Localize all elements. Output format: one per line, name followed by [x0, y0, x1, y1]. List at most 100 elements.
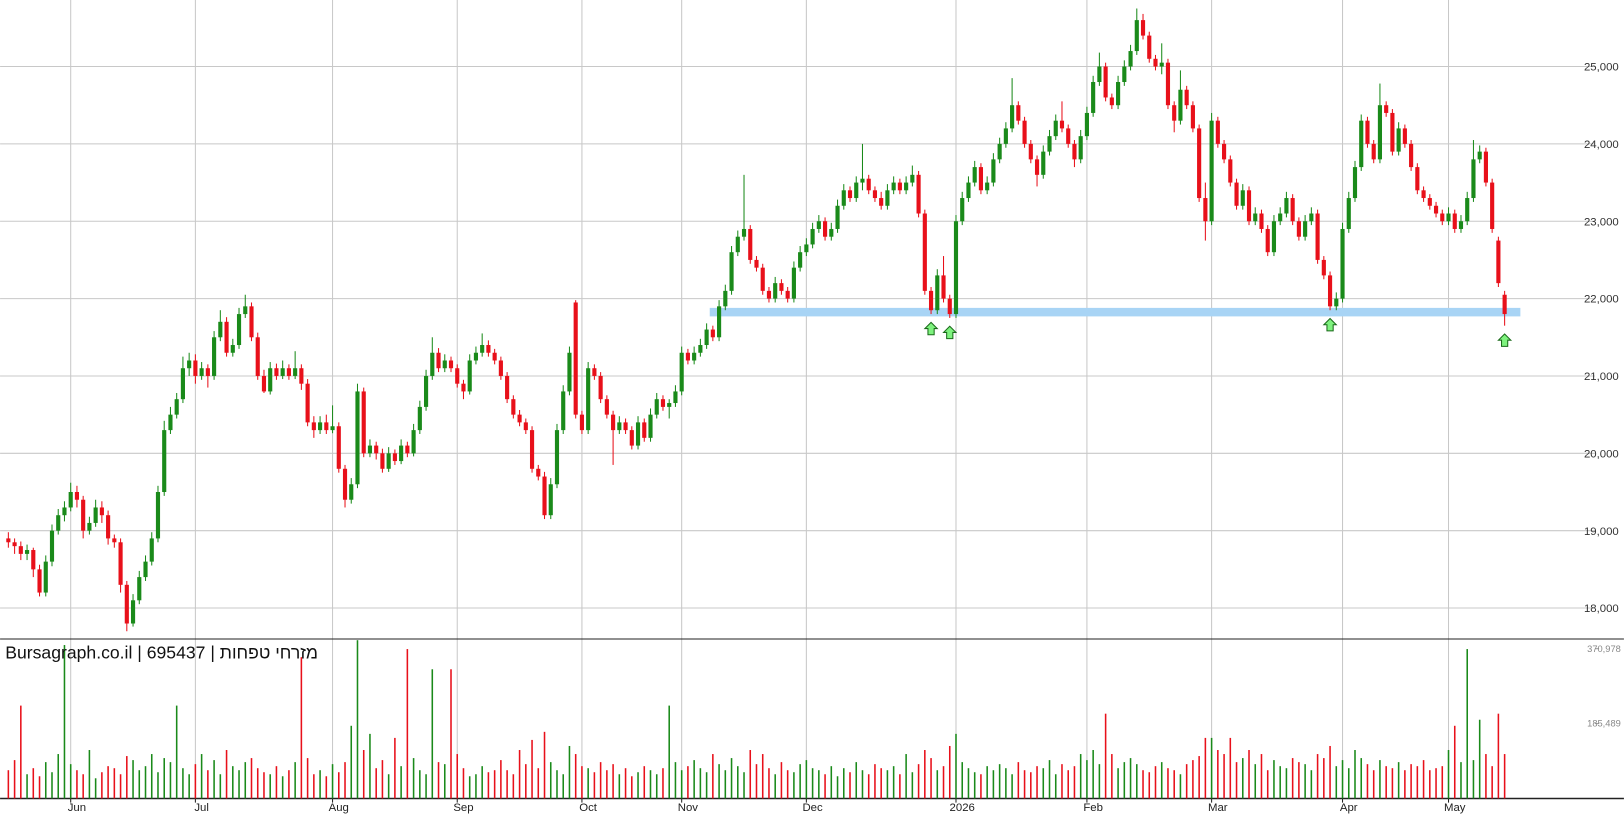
volume-bar	[1466, 649, 1468, 799]
y-tick-label: 18,000	[1584, 603, 1619, 615]
volume-bar	[512, 774, 515, 799]
volume-bar	[1366, 764, 1369, 799]
candle-body	[698, 345, 703, 353]
volume-bar	[200, 754, 203, 799]
volume-bar	[456, 754, 459, 799]
candle-body	[473, 352, 479, 361]
volume-bar	[375, 768, 377, 799]
candle-body	[548, 484, 553, 516]
candle-body	[1078, 136, 1083, 160]
x-tick-label: Apr	[1340, 802, 1358, 814]
volume-bar	[1285, 768, 1288, 799]
candle-body	[904, 182, 909, 191]
candle-body	[897, 182, 902, 191]
candle-body	[1396, 128, 1401, 152]
volume-bar	[369, 733, 371, 799]
volume-bar	[855, 762, 858, 799]
volume-bar	[1279, 766, 1281, 799]
candle-body	[1265, 228, 1270, 253]
volume-bar	[774, 774, 776, 799]
volume-bar	[344, 762, 346, 799]
candle-body	[49, 530, 55, 562]
candle-body	[922, 213, 927, 291]
candle-body	[467, 360, 472, 392]
candle-body	[374, 445, 379, 454]
candle-body	[1010, 105, 1015, 129]
volume-bar	[1323, 758, 1325, 799]
candle-body	[1371, 143, 1376, 160]
candle-body	[392, 453, 397, 462]
x-tick-label: Mar	[1208, 802, 1228, 814]
candle-body	[816, 221, 821, 229]
volume-bar	[175, 705, 178, 799]
candle-body	[1477, 151, 1482, 160]
volume-bar	[606, 770, 608, 799]
candle-body	[1402, 128, 1407, 144]
volume-bar	[718, 764, 720, 799]
candle-body	[1059, 120, 1065, 129]
candle-body	[106, 515, 111, 539]
candle-body	[1178, 89, 1183, 121]
candle-body	[1097, 66, 1102, 82]
candle-body	[99, 507, 104, 516]
volume-bar	[549, 762, 552, 799]
candle-body	[1433, 205, 1439, 214]
x-tick-label: May	[1444, 802, 1466, 814]
candle-body	[330, 426, 335, 431]
volume-bar	[475, 774, 477, 799]
volume-bar	[1435, 768, 1437, 799]
candle-body	[760, 267, 765, 291]
candle-body	[37, 569, 42, 593]
volume-bar	[905, 754, 907, 799]
candle-body	[130, 600, 136, 624]
volume-bar	[113, 768, 116, 799]
volume-bar	[867, 774, 870, 799]
candle-body	[1184, 89, 1189, 106]
candle-body	[293, 368, 298, 376]
candle-body	[268, 368, 273, 392]
x-tick-label: 2026	[950, 802, 975, 814]
candle-body	[174, 399, 179, 415]
volume-bar	[1204, 737, 1207, 799]
candle-body	[1390, 112, 1395, 152]
candle-body	[187, 360, 192, 369]
candle-body	[367, 445, 373, 454]
y-tick-label: 23,000	[1584, 216, 1619, 228]
volume-bar	[1098, 764, 1101, 799]
volume-bar	[1273, 760, 1275, 799]
candle-body	[872, 190, 878, 199]
candle-body	[885, 190, 890, 206]
candle-body	[423, 375, 429, 407]
volume-bar	[468, 776, 471, 799]
volume-bar	[493, 770, 496, 799]
candle-body	[1271, 221, 1277, 253]
volume-bar	[743, 772, 745, 799]
volume-bar	[288, 770, 290, 799]
volume-bar	[543, 731, 546, 799]
volume-bar	[687, 766, 689, 799]
volume-bar	[618, 774, 621, 799]
candle-body	[137, 577, 142, 601]
candle-body	[486, 345, 491, 353]
volume-bar	[674, 762, 677, 799]
volume-bar	[793, 772, 795, 799]
buy-signal	[923, 321, 939, 336]
volume-bar	[313, 774, 315, 799]
candle-body	[629, 430, 634, 446]
candle-body	[536, 468, 541, 477]
volume-bar	[1148, 772, 1151, 799]
candle-body	[860, 178, 865, 183]
candle-body	[1109, 97, 1114, 106]
volume-bar	[325, 776, 328, 799]
volume-bar	[194, 764, 197, 799]
volume-bar	[587, 768, 589, 799]
candle-body	[985, 182, 990, 191]
candle-body	[978, 167, 984, 191]
candle-body	[143, 561, 148, 578]
volume-bar	[1054, 774, 1057, 799]
volume-bar	[1316, 754, 1319, 799]
candle-body	[492, 352, 497, 361]
volume-bar	[531, 739, 533, 799]
volume-bar	[163, 758, 165, 799]
